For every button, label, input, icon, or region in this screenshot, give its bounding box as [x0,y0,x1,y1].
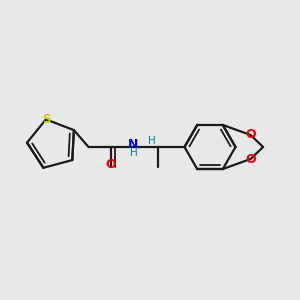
Text: O: O [245,153,256,167]
Text: O: O [106,158,116,172]
Text: H: H [130,148,137,158]
Text: S: S [42,113,50,126]
Text: H: H [148,136,156,146]
Text: O: O [245,128,256,141]
Text: N: N [128,137,139,151]
